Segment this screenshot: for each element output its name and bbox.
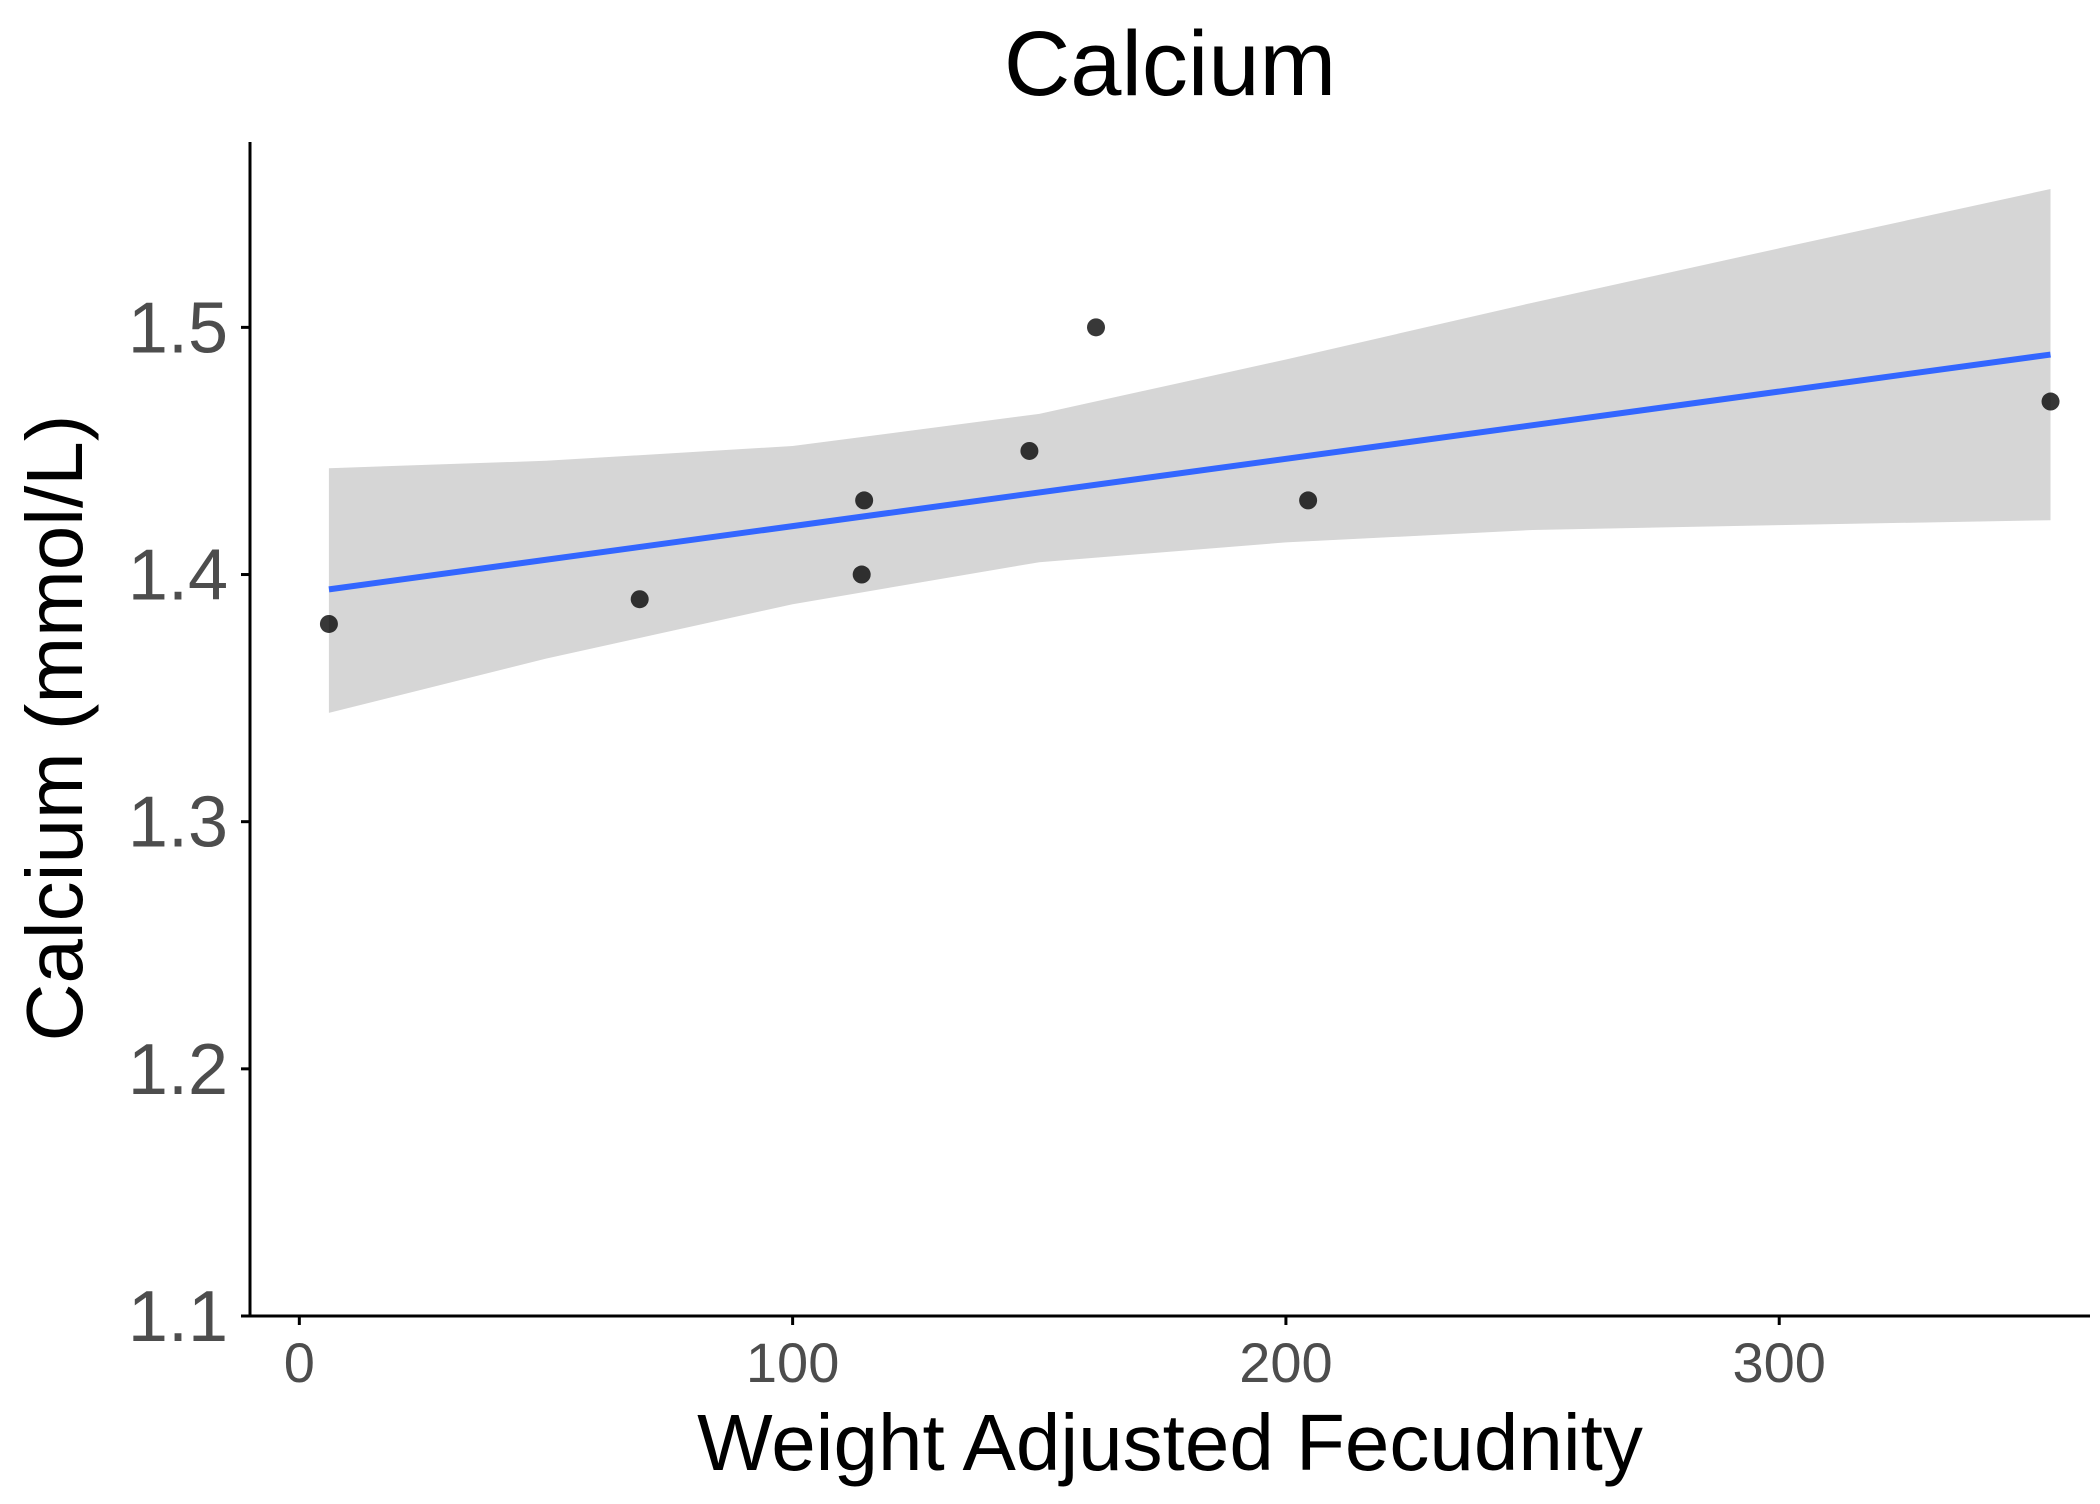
data-point (1020, 441, 1039, 460)
y-tick-label: 1.5 (128, 288, 228, 368)
data-point (855, 491, 874, 510)
chart-title: Calcium (1004, 13, 1336, 115)
x-axis-title: Weight Adjusted Fecudnity (697, 1398, 1643, 1487)
x-tick-label: 300 (1733, 1331, 1826, 1394)
x-tick-label: 200 (1239, 1331, 1332, 1394)
trend-line-layer (328, 351, 2051, 593)
x-axis-ticks: 0 100 200 300 (284, 1316, 1826, 1394)
y-axis-ticks: 1.1 1.2 1.3 1.4 1.5 (128, 288, 250, 1357)
y-tick-label: 1.4 (128, 536, 228, 616)
data-point (1087, 318, 1106, 337)
confidence-band (328, 189, 2051, 713)
y-axis-title: Calcium (mmol/L) (10, 415, 99, 1042)
x-tick-label: 100 (746, 1331, 839, 1394)
data-point (2041, 392, 2060, 411)
data-points-layer (319, 318, 2060, 633)
y-tick-label: 1.1 (128, 1277, 228, 1357)
trend-line (328, 351, 2051, 593)
data-point (1299, 491, 1318, 510)
data-point (852, 565, 871, 584)
x-tick-label: 0 (284, 1331, 315, 1394)
confidence-band-layer (328, 189, 2051, 713)
y-tick-label: 1.2 (128, 1030, 228, 1110)
data-point (630, 590, 649, 609)
data-point (319, 614, 338, 633)
y-tick-label: 1.3 (128, 783, 228, 863)
